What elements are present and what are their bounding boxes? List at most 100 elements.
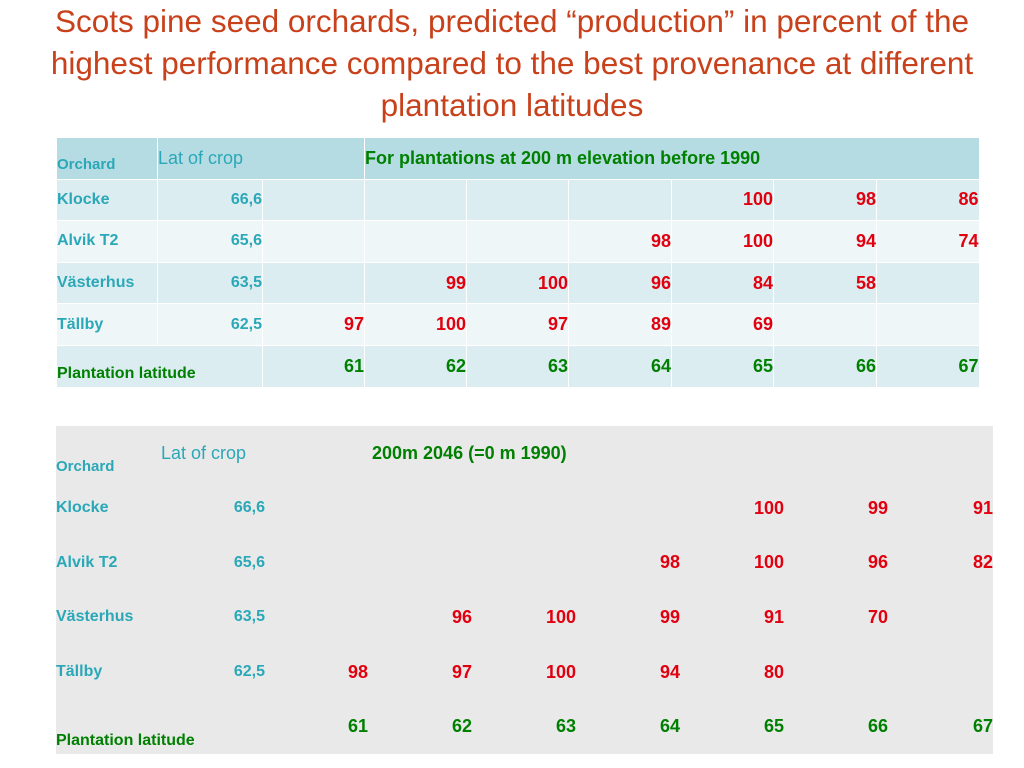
value-cell: 98 <box>773 178 877 221</box>
latitude-cell: 66 <box>773 344 877 388</box>
value-cell <box>472 535 576 590</box>
table-row: Klocke 66,6 100 99 91 <box>56 481 993 536</box>
table-row: Tällby 62,5 97 100 97 89 69 <box>56 303 979 346</box>
value-cell <box>262 178 365 221</box>
value-cell <box>466 178 569 221</box>
value-cell <box>265 481 368 536</box>
value-cell: 80 <box>763 661 784 682</box>
slide-title: Scots pine seed orchards, predicted “pro… <box>50 3 974 123</box>
value-cell: 94 <box>659 661 680 682</box>
table-row: Västerhus 63,5 99 100 96 84 58 <box>56 261 979 304</box>
value-cell: 96 <box>568 261 672 304</box>
table-row: Västerhus 63,5 96 100 99 91 70 <box>56 590 993 645</box>
table-row: Alvik T2 65,6 98 100 94 74 <box>56 220 979 263</box>
latitude-cell: 61 <box>347 716 368 737</box>
value-cell: 94 <box>773 220 877 263</box>
value-cell <box>888 645 993 700</box>
value-cell <box>368 535 472 590</box>
latitude-cell: 61 <box>262 344 365 388</box>
value-cell <box>773 303 877 346</box>
value-cell <box>265 590 368 645</box>
value-cell: 100 <box>545 661 576 682</box>
plantation-latitude-label: Plantation latitude <box>56 344 263 388</box>
value-cell <box>875 303 979 346</box>
value-cell: 82 <box>972 552 993 573</box>
value-cell: 70 <box>867 606 888 627</box>
latitude-cell: 65 <box>763 716 784 737</box>
value-cell <box>466 220 569 263</box>
latitude-cell: 62 <box>451 716 472 737</box>
orchard-header: Orchard <box>56 137 158 180</box>
latitude-cell: 63 <box>555 716 576 737</box>
value-cell <box>262 220 365 263</box>
table-row: Alvik T2 65,6 98 100 96 82 <box>56 535 993 590</box>
value-cell: 74 <box>875 220 979 263</box>
production-table-2046: Orchard Lat of crop 200m 2046 (=0 m 1990… <box>56 426 993 755</box>
lat-of-crop-header: Lat of crop <box>161 442 247 463</box>
value-cell: 100 <box>753 552 784 573</box>
value-cell <box>368 481 472 536</box>
value-cell: 91 <box>972 497 993 518</box>
value-cell <box>364 220 467 263</box>
value-cell: 100 <box>364 303 467 346</box>
value-cell <box>568 178 672 221</box>
table-row: Klocke 66,6 100 98 86 <box>56 178 979 221</box>
value-cell: 58 <box>773 261 877 304</box>
value-cell: 100 <box>466 261 569 304</box>
orchard-name: Västerhus <box>56 261 158 304</box>
value-cell: 84 <box>671 261 774 304</box>
crop-latitude: 63,5 <box>233 608 265 626</box>
value-cell <box>888 590 993 645</box>
latitude-cell: 65 <box>671 344 774 388</box>
value-cell: 98 <box>568 220 672 263</box>
latitude-cell: 62 <box>364 344 467 388</box>
table-header-row: Orchard Lat of crop 200m 2046 (=0 m 1990… <box>56 426 993 481</box>
value-cell <box>262 261 365 304</box>
orchard-name: Västerhus <box>56 608 134 626</box>
value-cell: 98 <box>659 552 680 573</box>
crop-latitude: 65,6 <box>157 220 263 263</box>
value-cell <box>875 261 979 304</box>
value-cell: 91 <box>763 606 784 627</box>
value-cell: 89 <box>568 303 672 346</box>
production-table-1990: Orchard Lat of crop For plantations at 2… <box>56 137 979 388</box>
value-cell: 98 <box>347 661 368 682</box>
table-row: Tällby 62,5 98 97 100 94 80 <box>56 645 993 700</box>
value-cell: 100 <box>671 220 774 263</box>
crop-latitude: 63,5 <box>157 261 263 304</box>
orchard-name: Alvik T2 <box>56 553 118 571</box>
value-cell: 99 <box>867 497 888 518</box>
latitude-cell: 66 <box>867 716 888 737</box>
orchard-name: Tällby <box>56 303 158 346</box>
crop-latitude: 65,6 <box>233 553 265 571</box>
value-cell: 97 <box>466 303 569 346</box>
plantation-latitude-label: Plantation latitude <box>56 732 195 750</box>
latitude-cell: 64 <box>659 716 680 737</box>
value-cell: 100 <box>545 606 576 627</box>
latitude-cell: 67 <box>875 344 979 388</box>
lat-of-crop-header: Lat of crop <box>157 137 365 180</box>
crop-latitude: 62,5 <box>157 303 263 346</box>
latitude-cell: 63 <box>466 344 569 388</box>
plantation-latitude-row: Plantation latitude 61 62 63 64 65 66 67 <box>56 344 979 388</box>
value-cell <box>784 645 888 700</box>
crop-latitude: 66,6 <box>157 178 263 221</box>
orchard-name: Klocke <box>56 499 109 517</box>
crop-latitude: 66,6 <box>233 499 265 517</box>
value-cell: 96 <box>451 606 472 627</box>
elevation-note: 200m 2046 (=0 m 1990) <box>372 442 567 463</box>
value-cell <box>265 535 368 590</box>
latitude-cell: 64 <box>568 344 672 388</box>
orchard-name: Klocke <box>56 178 158 221</box>
orchard-name: Tällby <box>56 663 103 681</box>
value-cell: 100 <box>671 178 774 221</box>
value-cell: 100 <box>753 497 784 518</box>
plantation-latitude-row: Plantation latitude 61 62 63 64 65 66 67 <box>56 699 993 754</box>
latitude-cell: 67 <box>972 716 993 737</box>
value-cell: 97 <box>262 303 365 346</box>
value-cell: 96 <box>867 552 888 573</box>
value-cell: 86 <box>875 178 979 221</box>
value-cell: 97 <box>451 661 472 682</box>
orchard-name: Alvik T2 <box>56 220 158 263</box>
value-cell <box>576 481 680 536</box>
